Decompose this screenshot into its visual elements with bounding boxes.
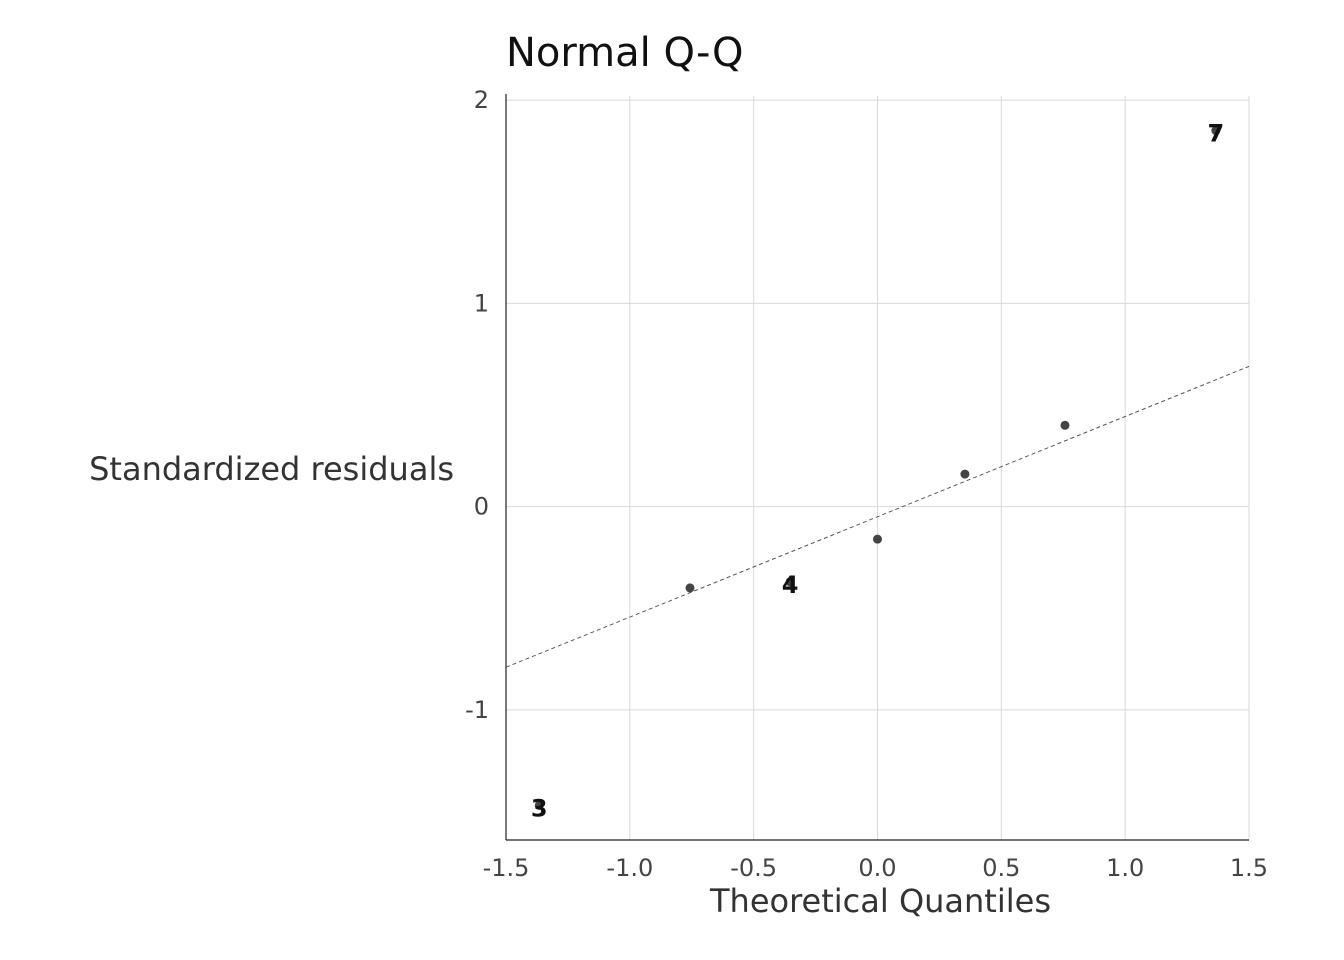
data-point	[1060, 420, 1070, 430]
point-label: 3	[531, 794, 548, 822]
x-tick-label: 0.0	[858, 854, 896, 882]
y-tick-label: 0	[474, 493, 489, 521]
y-tick-label: 2	[474, 86, 489, 114]
point-label: 4	[782, 571, 799, 599]
y-tick-label: -1	[465, 696, 489, 724]
data-point	[873, 534, 882, 544]
x-axis-label: Theoretical Quantiles	[710, 882, 1051, 920]
data-point	[1211, 126, 1221, 136]
x-tick-label: 1.0	[1106, 854, 1144, 882]
x-tick-label: -0.5	[730, 854, 777, 882]
x-tick-label: -1.5	[483, 854, 530, 882]
qq-reference-line	[505, 365, 1250, 668]
x-tick-label: 1.5	[1230, 854, 1268, 882]
x-tick-label: 0.5	[982, 854, 1020, 882]
data-point	[534, 800, 544, 810]
y-tick-label: 1	[474, 289, 489, 317]
chart-title: Normal Q-Q	[506, 30, 744, 76]
data-point	[960, 469, 970, 479]
point-label: 7	[1207, 120, 1224, 148]
x-tick-label: -1.0	[606, 854, 653, 882]
data-point	[785, 577, 795, 587]
data-point	[685, 583, 695, 593]
y-axis-label: Standardized residuals	[89, 450, 454, 488]
